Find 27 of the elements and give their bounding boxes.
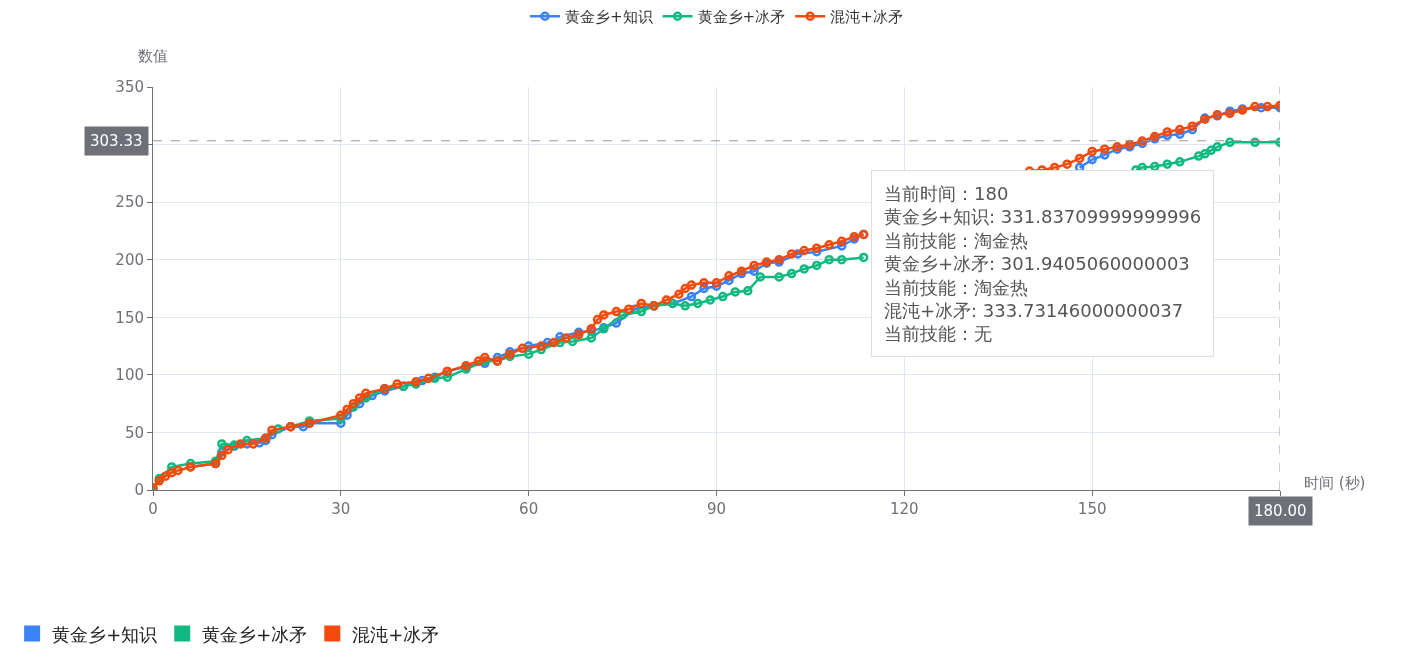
legend-label: 混沌+冰矛 — [830, 8, 903, 27]
legend-label: 黄金乡+知识 — [565, 8, 653, 27]
y-tick-label: 0 — [134, 481, 144, 500]
y-tick-label: 200 — [115, 250, 144, 269]
x-tick-label: 120 — [890, 500, 919, 518]
x-axis-title: 时间 (秒) — [1304, 474, 1366, 492]
annotation: 黄金乡+知识: 331.83709999999996 — [884, 206, 1202, 228]
annotation: 当前技能：无 — [884, 323, 992, 345]
ref-line-label: 303.33 — [90, 132, 143, 150]
x-tick-label: 0 — [148, 500, 158, 518]
x-tick-label: 30 — [331, 500, 351, 518]
annotation: 混沌+冰矛: 333.73146000000037 — [884, 300, 1184, 321]
annotation: 当前技能：淘金热 — [884, 229, 1028, 251]
annotation: 当前时间：180 — [884, 183, 1009, 204]
x-tick-label: 60 — [519, 500, 539, 518]
x-tick-label: 90 — [706, 500, 727, 518]
y-axis-title: 数值 — [138, 47, 168, 65]
y-tick-label: 250 — [115, 193, 144, 212]
legend-label: 黄金乡+冰矛 — [697, 8, 786, 27]
y-tick-label: 100 — [115, 366, 144, 385]
x-tick-label: 150 — [1077, 500, 1107, 518]
y-tick-label: 350 — [115, 78, 144, 97]
y-tick-label: 50 — [124, 423, 144, 442]
ref-line-label: 180.00 — [1254, 502, 1307, 520]
annotation: 当前技能：淘金热 — [884, 276, 1028, 298]
annotation: 黄金乡+冰矛: 301.9405060000003 — [884, 253, 1190, 275]
y-tick-label: 150 — [115, 308, 144, 327]
